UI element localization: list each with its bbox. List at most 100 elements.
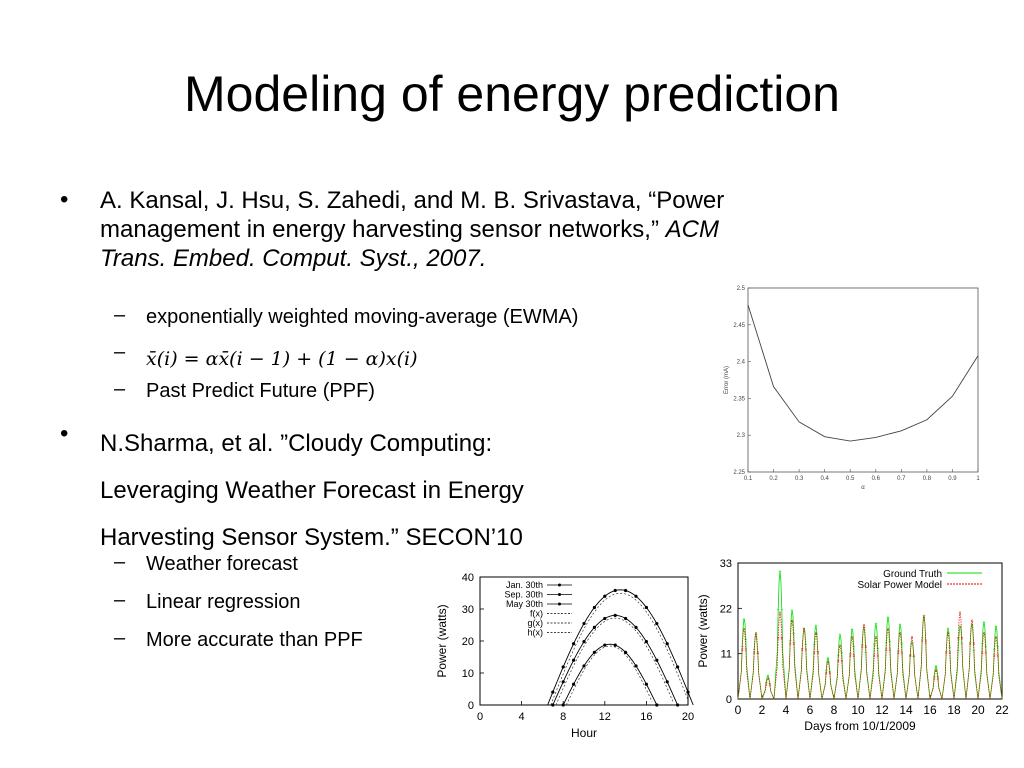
data-marker: × [767,676,770,682]
x-axis-label: Hour [571,726,597,740]
data-point [592,605,596,610]
fit-line [566,645,653,706]
data-marker: + [995,624,998,630]
data-marker: + [971,622,974,628]
ewma-formula: x̄(i) = αx̄(i − 1) + (1 − α)x(i) [146,348,418,370]
legend-label: Jan. 30th [506,580,543,590]
data-marker: × [945,650,948,656]
bullet-dot: • [60,186,69,213]
data-marker: + [744,637,747,643]
data-marker: × [909,653,912,659]
data-marker: × [888,647,891,653]
data-marker: × [765,682,768,688]
data-marker: + [767,674,770,680]
sub-bullet-ppf: Past Predict Future (PPF) [146,380,375,402]
reference-line: N.Sharma, et al. ”Cloudy Computing: [100,430,493,457]
page-title: Modeling of energy prediction [184,66,840,122]
legend-label: Solar Power Model [858,580,942,591]
reference-line: management in energy harvesting sensor n… [100,215,724,244]
data-marker: × [849,653,852,659]
data-marker: × [816,650,819,656]
data-point [655,658,659,662]
data-marker: + [777,608,780,614]
data-point [582,640,586,644]
data-marker: × [924,639,927,645]
x-tick-label: 10 [851,703,865,717]
data-marker: + [813,642,816,648]
data-point [634,625,638,630]
data-point [551,690,555,694]
data-marker: × [815,631,818,637]
legend-label: h(x) [528,628,544,638]
data-marker: + [876,646,879,652]
data-marker: × [981,650,984,656]
data-marker: × [948,650,951,656]
data-point [624,650,628,654]
power-series-line [737,571,1003,700]
data-marker: + [840,651,843,657]
x-tick-label: 16 [923,703,937,717]
data-point [624,616,628,621]
bullet-dot: • [60,420,69,447]
x-tick-label: 18 [947,703,961,717]
legend-marker [558,583,561,587]
data-marker: + [888,639,891,645]
hourly-power-chart: 0 4 8 12 16 20 0 10 20 30 40 Hour Power (watts) Jan. … [435,572,694,740]
power-series-line [737,612,1003,701]
sub-dash: – [114,551,126,573]
x-tick-label: 0.5 [846,476,855,482]
x-tick-label: 0.2 [769,476,778,482]
sub-dash: – [114,627,126,649]
data-marker: + [852,644,855,650]
data-marker: + [743,617,746,623]
series-line [562,643,658,706]
data-marker: × [768,682,771,688]
data-marker: + [779,569,782,575]
sub-bullet-regression: Linear regression [146,591,301,613]
data-marker: × [789,642,792,648]
sub-dash: – [114,378,126,400]
data-marker: + [936,674,939,680]
x-tick-label: 2 [759,703,766,717]
data-marker: × [885,647,888,653]
y-tick-label: 10 [462,668,474,680]
fit-line [550,592,689,706]
y-tick-label: 2.25 [733,470,745,476]
y-tick-label: 0 [726,694,732,706]
data-marker: + [887,615,890,621]
data-marker: + [863,625,866,631]
data-marker: + [935,664,938,670]
x-tick-label: 0 [477,711,483,723]
data-marker: + [900,641,903,647]
data-point [603,594,607,598]
data-marker: × [972,642,975,648]
plot-frame [747,287,979,473]
data-point [655,621,659,626]
data-point [582,621,586,626]
data-point [634,664,638,668]
y-axis-label: Power (watts) [435,604,449,677]
reference-sharma: N.Sharma, et al. ”Cloudy Computing: Leve… [100,420,524,561]
x-tick-label: 0.7 [897,476,906,482]
y-tick-label: 33 [720,558,732,570]
data-point [634,594,638,598]
data-marker: + [753,647,756,653]
x-tick-label: 0.1 [744,476,753,482]
x-tick-label: 12 [599,711,611,723]
data-marker: × [801,647,804,653]
data-point [572,658,576,662]
sub-dash: – [114,304,126,326]
data-marker: + [983,620,986,626]
data-marker: × [933,677,936,683]
data-point [644,605,648,610]
data-point [655,703,659,707]
data-marker: × [744,647,747,653]
data-marker: × [753,650,756,656]
data-point [613,643,617,647]
data-marker: + [957,648,960,654]
data-marker: × [813,650,816,656]
data-marker: × [777,636,780,642]
y-tick-label: 22 [720,603,732,615]
x-tick-label: 20 [971,703,985,717]
data-point [686,690,690,694]
